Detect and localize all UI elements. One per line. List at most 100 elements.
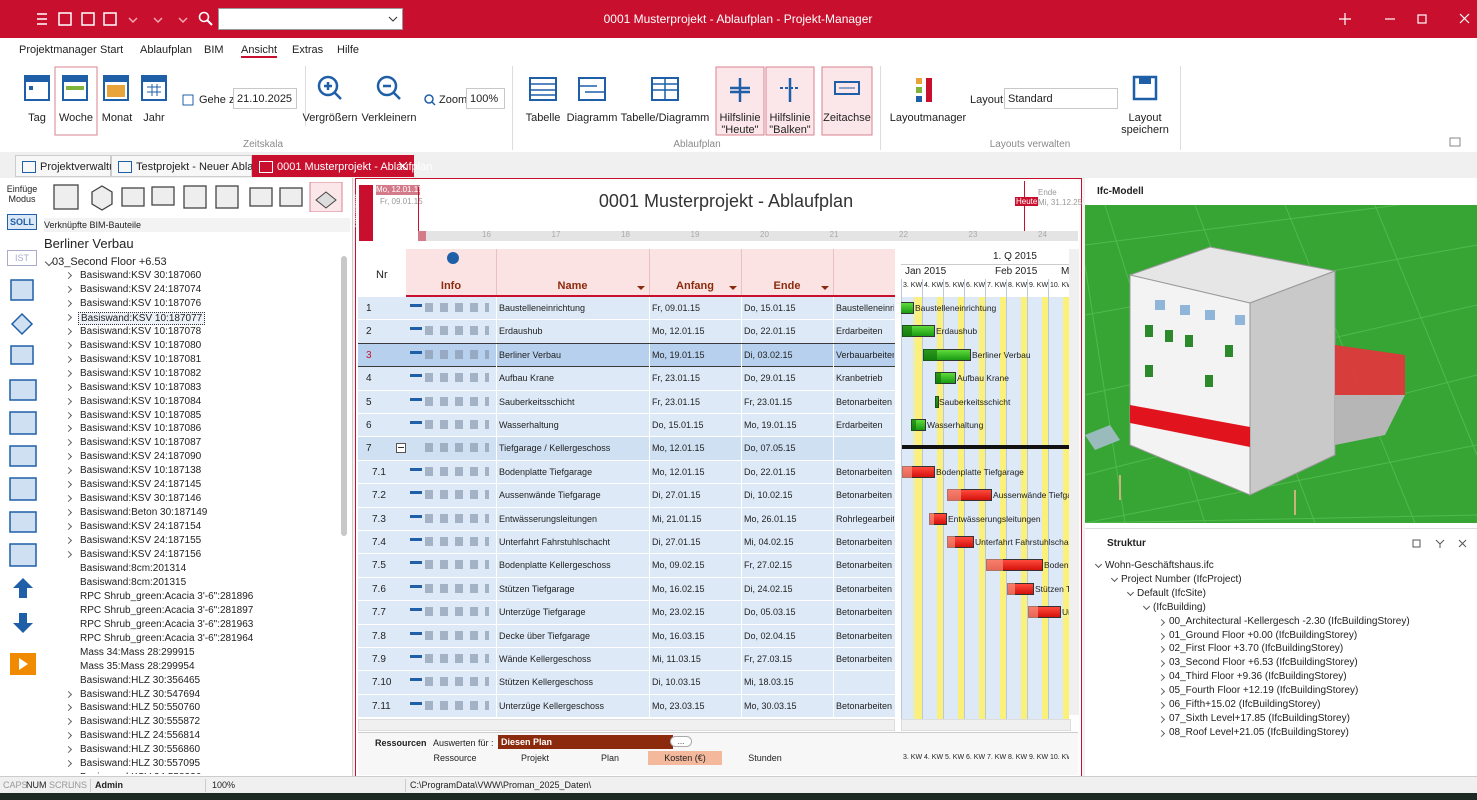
tree-item[interactable]: Basiswand:KSV 10:187138 — [80, 465, 202, 477]
structure-node[interactable]: 06_Fifth+15.02 (IfcBuildingStorey) — [1169, 699, 1321, 710]
search-icon[interactable] — [198, 11, 214, 27]
task-row[interactable]: 7.7 Unterzüge Tiefgarage Mo, 23.02.15 Do, 0… — [358, 601, 895, 625]
task-row[interactable]: 7 Tiefgarage / Kellergeschoss Mo, 12.01.15… — [358, 437, 895, 461]
tree-item[interactable]: Basiswand:KSV 24:187074 — [80, 283, 202, 295]
tree-item[interactable]: Basiswand:KSV 24:187156 — [80, 549, 202, 560]
tree-item[interactable]: RPC Shrub_green:Acacia 3'-6":281896 — [80, 590, 254, 602]
ribbon-button[interactable]: Zeitachse — [823, 112, 871, 124]
menu-item[interactable]: Ablaufplan — [140, 44, 192, 56]
ribbon-button[interactable]: Tag — [28, 112, 46, 124]
structure-node[interactable]: 04_Third Floor +9.36 (IfcBuildingStorey) — [1169, 671, 1347, 683]
vertical-scrollbar[interactable] — [1069, 249, 1079, 715]
tree-item[interactable]: Basiswand:KSV 10:187086 — [80, 423, 202, 435]
ribbon-button[interactable]: Tabelle — [525, 112, 561, 124]
resource-column[interactable]: Plan — [600, 753, 619, 763]
structure-node[interactable]: Project Number (IfcProject) — [1121, 574, 1242, 585]
tree-item[interactable]: RPC Shrub_green:Acacia 3'-6":281963 — [80, 618, 254, 630]
header-cell[interactable]: Info — [440, 280, 462, 292]
quick-access-icons[interactable] — [34, 10, 194, 28]
tree-item[interactable]: Mass 34:Mass 28:299915 — [80, 646, 195, 658]
tree-item[interactable]: Basiswand:KSV 30:187060 — [80, 270, 202, 281]
tree-item[interactable]: Basiswand:HLZ 30:555872 — [80, 716, 201, 728]
task-row[interactable]: 7.6 Stützen Tiefgarage Mo, 16.02.15 Di, 24.… — [358, 577, 895, 602]
task-row[interactable]: 5 Sauberkeitsschicht Fr, 23.01.15 Fr, 23.01… — [358, 390, 895, 414]
task-row[interactable]: 1 Baustelleneinrichtung Fr, 09.01.15 Do, 15… — [358, 297, 895, 321]
panel-controls[interactable] — [1411, 538, 1471, 550]
zoom-value[interactable]: 100% — [466, 88, 505, 109]
tab-close[interactable] — [399, 162, 407, 170]
ribbon-button[interactable]: Monat — [101, 112, 133, 124]
ribbon-button[interactable]: Hilfslinie "Heute" — [720, 112, 761, 136]
tree-item[interactable]: Basiswand:KSV 30:187146 — [80, 493, 202, 505]
tool-icons[interactable] — [8, 278, 38, 678]
task-row[interactable]: 7.1 Bodenplatte Tiefgarage Mo, 12.01.15 Do,… — [358, 460, 895, 485]
structure-node[interactable]: Default (IfcSite) — [1137, 588, 1206, 599]
scrollbar-thumb[interactable] — [341, 256, 347, 536]
timeline-handle[interactable]: Zeitachse — [352, 185, 373, 241]
tree-item[interactable]: Basiswand:KSV 10:187080 — [80, 339, 202, 351]
structure-node[interactable]: Wohn-Geschäftshaus.ifc — [1105, 560, 1214, 571]
task-row[interactable]: 7.3 Entwässerungsleitungen Mi, 21.01.15 Mo,… — [358, 507, 895, 531]
resource-column[interactable]: Kosten (€) — [648, 751, 722, 765]
structure-node[interactable]: 05_Fourth Floor +12.19 (IfcBuildingStore… — [1169, 685, 1359, 697]
tree-item[interactable]: Basiswand:KSV 10:187083 — [80, 381, 202, 393]
ribbon-button[interactable]: Hilfslinie "Balken" — [769, 112, 810, 136]
search-box[interactable] — [218, 8, 403, 30]
structure-node[interactable]: 07_Sixth Level+17.85 (IfcBuildingStorey) — [1169, 712, 1350, 724]
header-cell[interactable]: Ende — [773, 280, 801, 292]
task-row[interactable]: 7.8 Decke über Tiefgarage Mo, 16.03.15 Do, … — [358, 624, 895, 648]
tree-item[interactable]: Basiswand:KSV 10:187085 — [80, 409, 202, 421]
task-row[interactable]: 2 Erdaushub Mo, 12.01.15 Do, 22.01.15 Erdarb… — [358, 320, 895, 344]
more-button[interactable]: ... — [670, 736, 692, 747]
tree-item[interactable]: Basiswand:KSV 24:187145 — [80, 479, 202, 491]
tree-item[interactable]: Basiswand:HLZ 30:356465 — [80, 674, 201, 686]
tree-item[interactable]: Basiswand:KSV 24:187154 — [80, 521, 202, 533]
tree-item[interactable]: RPC Shrub_green:Acacia 3'-6":281964 — [80, 632, 254, 644]
tree-floor[interactable]: 03_Second Floor +6.53 — [52, 256, 167, 268]
tree-item[interactable]: Basiswand:KSV 10:187078 — [80, 325, 202, 337]
menu-item[interactable]: Hilfe — [337, 44, 360, 56]
document-tab[interactable]: 0001 Musterprojekt - Ablaufplan — [252, 155, 432, 177]
task-row[interactable]: 7.11 Unterzüge Kellergeschoss Mo, 23.03.15… — [358, 694, 895, 719]
tree-item[interactable]: Basiswand:Beton 30:187149 — [80, 507, 208, 519]
tree-item[interactable]: Basiswand:8cm:201314 — [80, 562, 187, 574]
task-row[interactable]: 7.2 Aussenwände Tiefgarage Di, 27.01.15 Di,… — [358, 484, 895, 508]
bim-toolbar[interactable] — [52, 182, 347, 212]
document-tab[interactable]: Projektverwaltung — [15, 155, 127, 177]
tree-item[interactable]: Basiswand:KSV 24:187155 — [80, 535, 202, 547]
structure-node[interactable]: 03_Second Floor +6.53 (IfcBuildingStorey… — [1169, 657, 1358, 669]
collapse-button[interactable] — [396, 443, 406, 454]
horizontal-scrollbar[interactable] — [901, 719, 1071, 731]
ist-button[interactable]: IST — [7, 250, 37, 266]
tree-item[interactable]: Basiswand:KSV 10:187087 — [80, 437, 202, 449]
task-row[interactable]: 4 Aufbau Krane Fr, 23.01.15 Do, 29.01.15 Kra… — [358, 367, 895, 391]
structure-node[interactable]: (IfcBuilding) — [1153, 602, 1206, 613]
insert-mode[interactable]: Einfüge Modus — [7, 184, 38, 204]
ribbon-button[interactable]: Verkleinern — [361, 112, 417, 124]
tree-item[interactable]: Basiswand:HLZ 30:556860 — [80, 744, 201, 756]
ribbon-button[interactable]: Tabelle/Diagramm — [620, 112, 710, 124]
structure-node[interactable]: 00_Architectural -Kellergesch -2.30 (Ifc… — [1169, 615, 1410, 627]
task-row[interactable]: 7.10 Stützen Kellergeschoss Di, 10.03.15 Mi… — [358, 671, 895, 695]
evaluate-scope[interactable]: Diesen Plan — [498, 735, 673, 749]
task-row[interactable]: 7.4 Unterfahrt Fahrstuhlschacht Di, 27.01.… — [358, 531, 895, 555]
resource-column[interactable]: Ressource — [433, 753, 477, 763]
ribbon-button[interactable]: Woche — [58, 112, 94, 124]
ribbon-button[interactable]: Jahr — [143, 112, 165, 124]
tree-item[interactable]: Basiswand:HLZ 24:556814 — [80, 730, 201, 742]
tree-item[interactable]: Basiswand:KSV 10:187077 — [78, 311, 206, 325]
goto-date[interactable]: 21.10.2025 — [233, 88, 297, 109]
resource-column[interactable]: Projekt — [520, 753, 549, 763]
ribbon-button[interactable]: Layoutmanager — [889, 112, 967, 124]
tree-item[interactable]: Basiswand:HLZ 50:550760 — [80, 702, 201, 714]
tree-item[interactable]: Basiswand:8cm:201315 — [80, 576, 187, 588]
3d-view[interactable] — [1085, 205, 1477, 523]
tree-item[interactable]: RPC Shrub_green:Acacia 3'-6":281897 — [80, 604, 254, 616]
timeline-window[interactable] — [418, 231, 426, 241]
resource-column[interactable]: Stunden — [748, 753, 782, 763]
task-bar[interactable] — [901, 302, 914, 314]
tree-item[interactable]: Basiswand:KSV 10:187082 — [80, 367, 202, 379]
structure-node[interactable]: 02_First Floor +3.70 (IfcBuildingStorey) — [1169, 643, 1344, 655]
horizontal-scrollbar[interactable] — [358, 719, 895, 731]
menu-item[interactable]: Extras — [292, 44, 324, 56]
